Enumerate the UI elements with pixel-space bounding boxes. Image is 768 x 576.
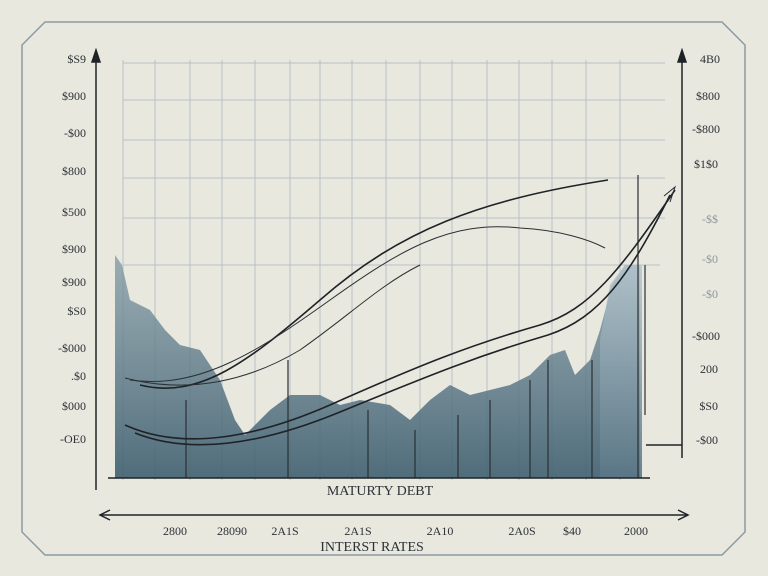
x-tick-label: 2A1S (344, 524, 371, 538)
frame (21, 21, 746, 556)
y-tick-label: $900 (62, 242, 86, 256)
x-tick-label: 2800 (163, 524, 187, 538)
y-tick-label: $S0 (67, 304, 86, 318)
y-left-labels: $S9 $900 -$00 $800 $500 $900 $900 $S0 -$… (58, 52, 86, 446)
y-tick-label: -$00 (64, 126, 86, 140)
x-labels: 2800 28090 2A1S 2A1S 2A10 2A0S $40 2000 (163, 524, 648, 538)
x-tick-label: 2A10 (427, 524, 454, 538)
y-tick-label: $500 (62, 205, 86, 219)
curves (124, 179, 677, 446)
y-tick-label: -$000 (692, 329, 720, 343)
y-tick-label: -$0 (702, 252, 718, 266)
y-tick-label: -$$ (702, 212, 718, 226)
axes (90, 47, 690, 521)
area (115, 255, 642, 478)
y-tick-label: -$00 (696, 433, 718, 447)
x-axis-title: INTERST RATES (320, 540, 424, 555)
x-tick-label: 2A0S (508, 524, 535, 538)
y-tick-label: -$000 (58, 341, 86, 355)
x-tick-label: 2000 (624, 524, 648, 538)
y-tick-label: -$0 (702, 287, 718, 301)
y-tick-label: $800 (696, 89, 720, 103)
y-tick-label: $S0 (699, 399, 718, 413)
y-tick-label: $900 (62, 89, 86, 103)
y-tick-label: $000 (62, 399, 86, 413)
y-tick-label: .$0 (71, 369, 86, 383)
y-tick-label: $800 (62, 164, 86, 178)
y-tick-label: $S9 (67, 52, 86, 66)
y-right-labels: 4B0 $800 -$800 $1$0 -$$ -$0 -$0 -$000 20… (692, 52, 720, 447)
x-tick-label: 28090 (217, 524, 247, 538)
y-tick-label: -$800 (692, 122, 720, 136)
y-tick-label: $900 (62, 275, 86, 289)
y-tick-label: -OE0 (60, 432, 86, 446)
y-tick-label: 4B0 (700, 52, 720, 66)
y-tick-label: 200 (700, 362, 718, 376)
y-tick-label: $1$0 (694, 157, 718, 171)
x-tick-label: 2A1S (271, 524, 298, 538)
x-tick-label: $40 (563, 524, 581, 538)
chart-caption: MATURTY DEBT (327, 484, 434, 499)
